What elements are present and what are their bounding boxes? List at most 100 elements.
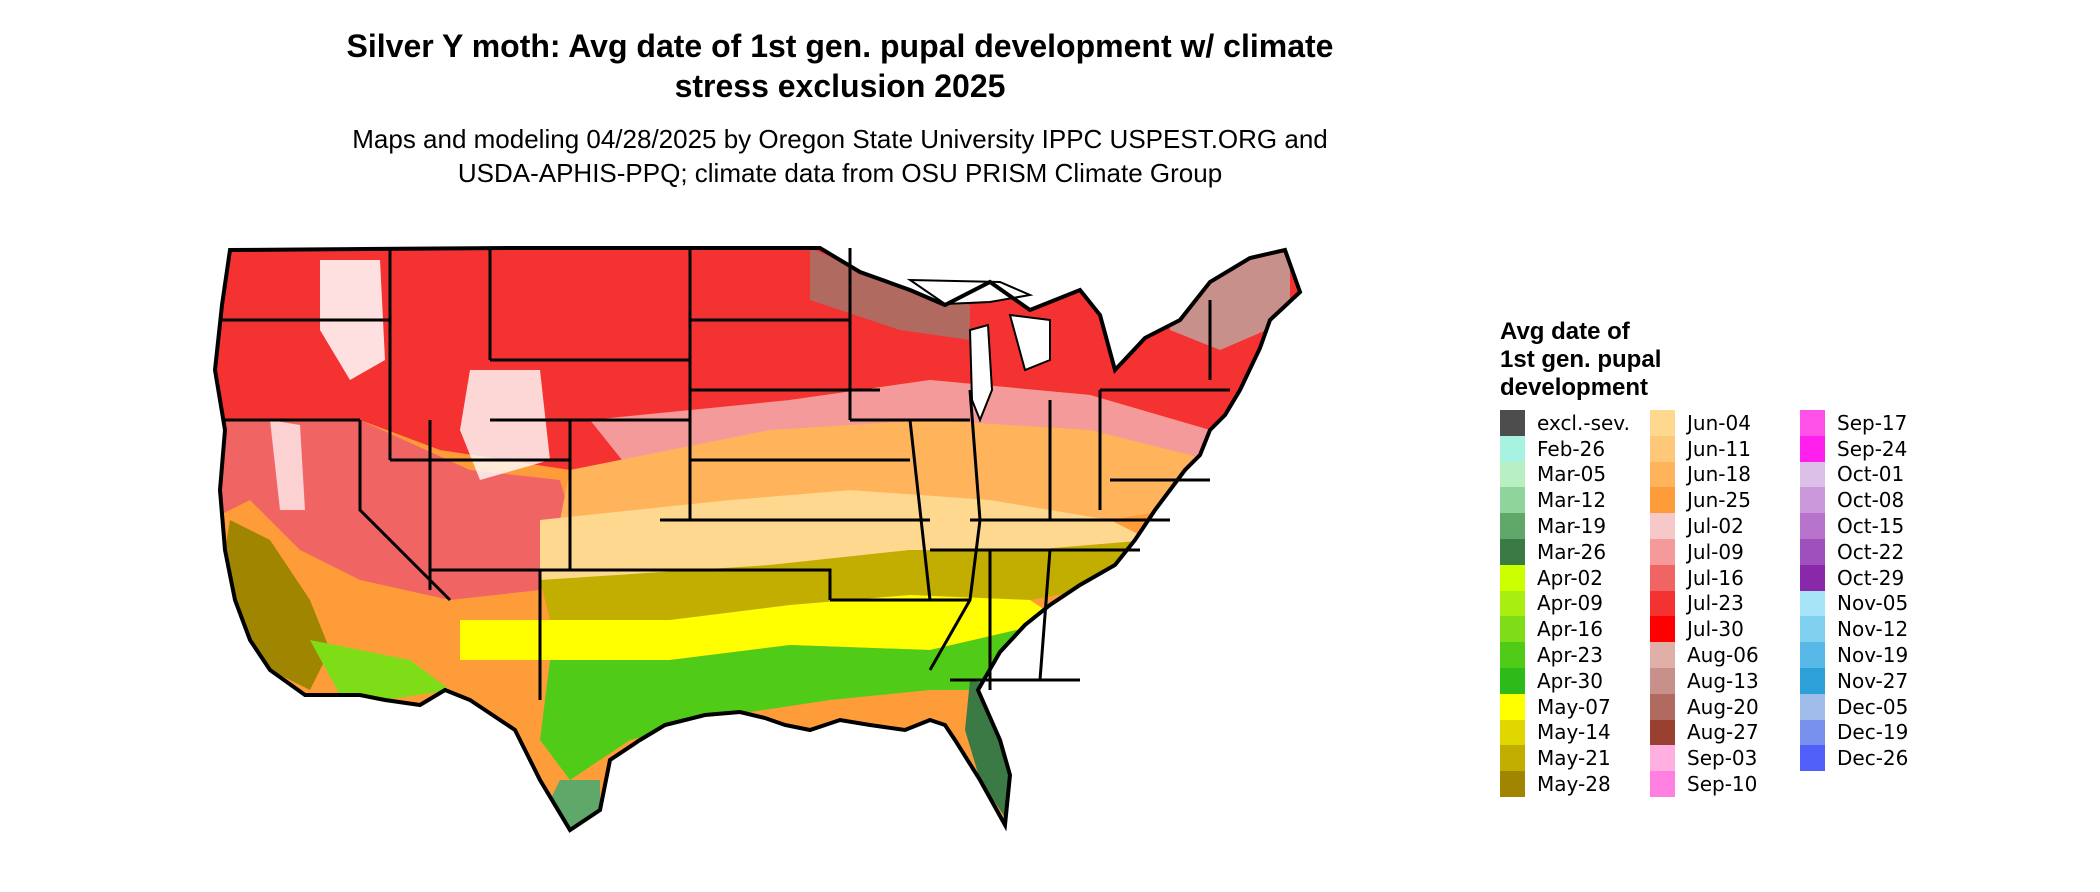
- legend-column: Sep-17 Sep-24 Oct-01 Oct-08 Oct-15 Oct-22 Oct-…: [1800, 410, 1950, 797]
- legend-item: Apr-16: [1500, 616, 1650, 643]
- legend-item: Jul-16: [1650, 564, 1800, 591]
- legend-item: Jul-02: [1650, 513, 1800, 539]
- legend-label: May-28: [1537, 772, 1611, 797]
- state-line-al-ga: [1038, 549, 1052, 681]
- legend-swatch: [1650, 435, 1675, 462]
- legend-label: Jun-25: [1687, 488, 1751, 513]
- legend-swatch: [1500, 642, 1525, 668]
- legend-label: Feb-26: [1537, 436, 1606, 461]
- legend-label: Nov-05: [1837, 591, 1909, 616]
- legend-item: Nov-19: [1800, 642, 1950, 668]
- legend-label: Apr-23: [1537, 643, 1603, 668]
- legend-title-line-1: Avg date of: [1500, 318, 1630, 345]
- legend-label: Oct-15: [1837, 514, 1905, 539]
- legend-item: Mar-05: [1500, 461, 1650, 488]
- legend-swatch: [1800, 435, 1825, 462]
- legend-item: Oct-01: [1800, 461, 1950, 488]
- legend-swatch: [1500, 693, 1525, 720]
- legend-swatch: [1500, 564, 1525, 591]
- legend-swatch: [1650, 564, 1675, 591]
- legend-swatch: [1500, 410, 1525, 436]
- legend-item: excl.-sev.: [1500, 410, 1650, 436]
- transition-band: [590, 380, 1210, 470]
- legend-label: Dec-05: [1837, 694, 1909, 719]
- legend-swatch: [1650, 745, 1675, 772]
- legend-item: Oct-15: [1800, 513, 1950, 539]
- legend-swatch: [1800, 616, 1825, 643]
- legend-item: Mar-19: [1500, 513, 1650, 539]
- legend-swatch: [1650, 487, 1675, 514]
- legend-item: May-14: [1500, 719, 1650, 746]
- legend-item: Mar-12: [1500, 487, 1650, 514]
- legend-label: Jun-18: [1687, 462, 1751, 487]
- legend-swatch: [1800, 487, 1825, 514]
- legend-item: Oct-29: [1800, 564, 1950, 591]
- legend-swatch: [1500, 590, 1525, 617]
- legend-label: Nov-12: [1837, 617, 1909, 642]
- california-valley-region: [225, 520, 330, 690]
- legend-item: May-07: [1500, 693, 1650, 720]
- legend-label: May-21: [1537, 746, 1611, 771]
- legend-swatch: [1650, 461, 1675, 488]
- legend-swatch: [1800, 461, 1825, 488]
- legend-swatch: [1500, 719, 1525, 746]
- legend-item: Sep-24: [1800, 435, 1950, 462]
- legend-swatch: [1800, 745, 1825, 772]
- legend-label: Apr-02: [1537, 565, 1603, 590]
- legend-item: Aug-13: [1650, 667, 1800, 694]
- legend-swatch: [1650, 667, 1675, 694]
- legend-swatch: [1650, 642, 1675, 668]
- yellow-gulf-band: [460, 595, 1060, 660]
- legend-item: Nov-05: [1800, 590, 1950, 617]
- legend-swatch: [1800, 590, 1825, 617]
- legend-swatch: [1650, 513, 1675, 539]
- legend-swatch: [1500, 538, 1525, 565]
- legend-label: Sep-03: [1687, 746, 1758, 771]
- legend-item: Apr-09: [1500, 590, 1650, 617]
- legend-label: Oct-22: [1837, 539, 1905, 564]
- southern-plains-region: [540, 490, 1150, 580]
- legend-label: Jun-11: [1687, 436, 1751, 461]
- legend-swatch: [1500, 616, 1525, 643]
- legend-item: Apr-02: [1500, 564, 1650, 591]
- legend-label: Aug-13: [1687, 668, 1759, 693]
- legend-swatch: [1800, 538, 1825, 565]
- legend-label: May-07: [1537, 694, 1611, 719]
- legend-swatch: [1650, 590, 1675, 617]
- legend-item: Jul-09: [1650, 538, 1800, 565]
- map-subtitle-line-1: Maps and modeling 04/28/2025 by Oregon S…: [352, 124, 1328, 154]
- legend-item: Jun-18: [1650, 461, 1800, 488]
- legend-swatch: [1800, 410, 1825, 436]
- legend-swatch: [1650, 719, 1675, 746]
- legend-item: Feb-26: [1500, 435, 1650, 462]
- legend-item: Aug-27: [1650, 719, 1800, 746]
- legend-swatch: [1500, 745, 1525, 772]
- legend-label: Nov-19: [1837, 643, 1909, 668]
- legend-item: Sep-17: [1800, 410, 1950, 436]
- legend-label: Oct-29: [1837, 565, 1905, 590]
- legend-item: Nov-12: [1800, 616, 1950, 643]
- legend-label: Apr-16: [1537, 617, 1603, 642]
- legend-label: Sep-24: [1837, 436, 1908, 461]
- legend-swatch: [1800, 513, 1825, 539]
- legend-item: Jun-04: [1650, 410, 1800, 436]
- legend-column: Jun-04 Jun-11 Jun-18 Jun-25 Jul-02 Jul-09 Jul-…: [1650, 410, 1800, 797]
- legend-label: Oct-01: [1837, 462, 1905, 487]
- legend-item: Sep-10: [1650, 771, 1800, 797]
- state-boundaries: [220, 248, 1230, 700]
- legend-swatch: [1800, 642, 1825, 668]
- legend-swatch: [1650, 616, 1675, 643]
- legend-swatch: [1500, 487, 1525, 514]
- legend-swatch: [1500, 513, 1525, 539]
- legend-label: Jun-04: [1687, 410, 1751, 435]
- mountain-patch-2: [460, 370, 550, 480]
- legend-item: Aug-20: [1650, 693, 1800, 720]
- legend-label: Mar-26: [1537, 539, 1607, 564]
- legend-label: Jul-23: [1687, 591, 1744, 616]
- legend-item: Jul-23: [1650, 590, 1800, 617]
- legend-item: Nov-27: [1800, 667, 1950, 694]
- lake-michigan: [968, 323, 994, 423]
- legend-title-line-2: 1st gen. pupal: [1500, 346, 1662, 373]
- legend-label: Jul-30: [1687, 617, 1744, 642]
- legend-label: Mar-12: [1537, 488, 1607, 513]
